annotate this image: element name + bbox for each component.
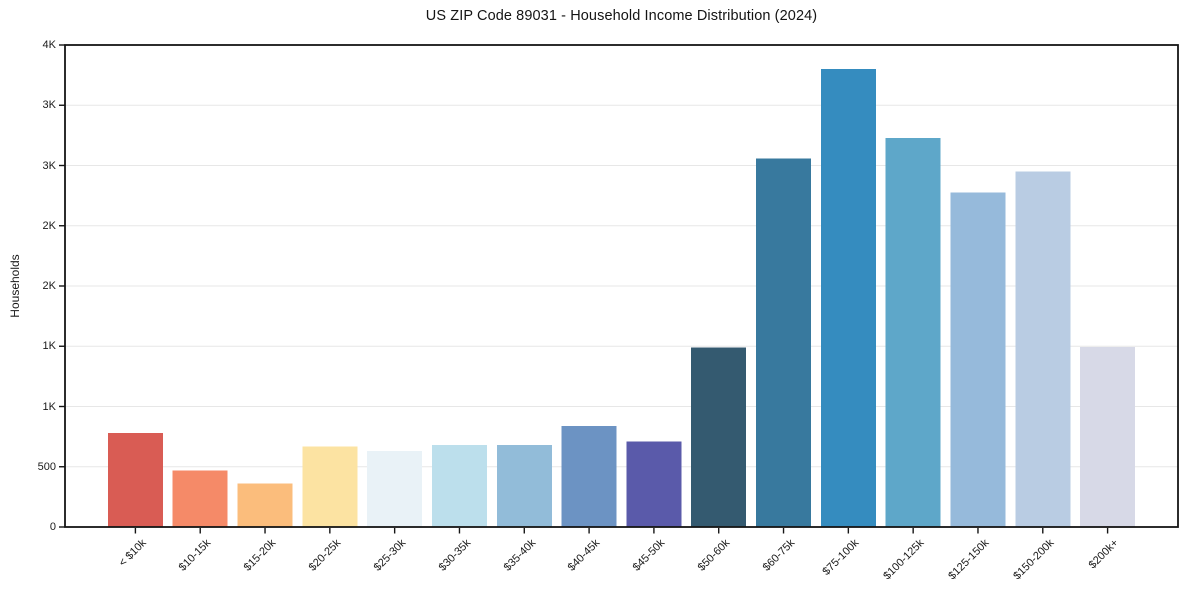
bar [885, 137, 941, 527]
bar [691, 347, 747, 527]
bar [172, 470, 228, 527]
y-tick-label: 2K [42, 219, 56, 232]
bar [950, 192, 1006, 528]
y-tick-label: 3K [42, 99, 56, 112]
plot-border [64, 44, 1179, 528]
bar [496, 445, 552, 527]
bar [367, 451, 423, 527]
bar [756, 158, 812, 527]
bar [237, 483, 293, 527]
bar [302, 446, 358, 527]
bar [1080, 346, 1136, 527]
y-tick-label: 1K [42, 340, 56, 353]
bar [431, 445, 487, 527]
y-tick-label: 0 [49, 521, 56, 533]
y-tick-label: 1K [42, 400, 56, 413]
y-tick-label: 2K [42, 280, 56, 292]
bar [107, 433, 163, 527]
y-tick-label: 500 [37, 460, 56, 473]
y-tick-label: 3K [42, 159, 56, 172]
chart-title: US ZIP Code 89031 - Household Income Dis… [425, 8, 818, 24]
bar [1015, 171, 1071, 527]
y-tick-label: 4K [42, 39, 56, 51]
bar [820, 69, 876, 527]
bar [561, 425, 617, 527]
bar [626, 441, 682, 527]
